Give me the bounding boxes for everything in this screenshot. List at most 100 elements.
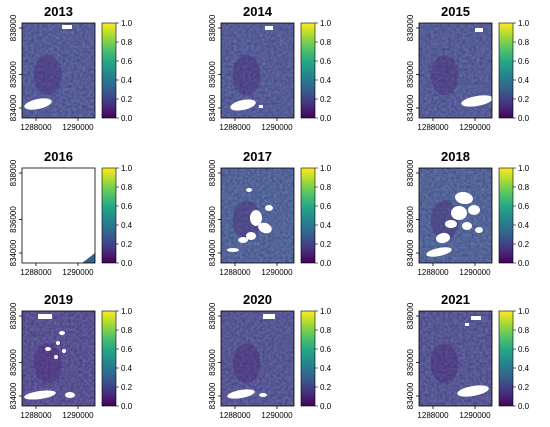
panel-title: 2018 — [441, 149, 470, 164]
panel-title: 2017 — [243, 149, 272, 164]
colorbar-tick-label: 0.6 — [518, 202, 530, 211]
colorbar-tick-label: 0.2 — [320, 383, 332, 392]
colorbar — [101, 167, 117, 264]
y-tick-label: 836000 — [9, 61, 18, 88]
nodata-gap — [65, 392, 75, 398]
map-frame — [220, 310, 295, 407]
y-tick-label: 836000 — [208, 349, 217, 376]
raster-low-patch — [33, 343, 62, 384]
colorbar-tick-label: 0.4 — [121, 76, 133, 85]
panel-title: 2021 — [441, 292, 470, 307]
y-tick-label: 836000 — [406, 349, 415, 376]
colorbar-tick-label: 0.8 — [320, 183, 332, 192]
colorbar — [498, 310, 514, 407]
panel-title: 2014 — [243, 4, 273, 19]
nodata-gap — [436, 232, 450, 244]
nodata-gap — [451, 206, 467, 220]
colorbar — [300, 167, 316, 264]
y-tick-label: 838000 — [208, 302, 217, 329]
nodata-gap — [246, 188, 252, 192]
nodata-gap — [56, 341, 60, 345]
y-tick-label: 836000 — [406, 61, 415, 88]
colorbar-tick-label: 0.0 — [320, 402, 332, 411]
colorbar-tick-label: 0.6 — [518, 57, 530, 66]
nodata-gap — [246, 232, 256, 240]
colorbar-tick-label: 0.8 — [121, 326, 133, 335]
map-panel-2019: 2019 1288000 1290000 834000 836000 838000 0.0 0… — [9, 292, 133, 420]
colorbar-tick-label: 0.2 — [121, 240, 133, 249]
nodata-gap — [38, 314, 52, 319]
map-panel-2017: 2017 1288000 1290000 834000 836000 838000 0.0 0… — [208, 149, 332, 277]
nodata-gap — [259, 393, 267, 397]
x-tick-label: 1288000 — [219, 411, 251, 420]
colorbar — [300, 310, 316, 407]
map-frame — [418, 310, 493, 407]
colorbar-tick-label: 0.2 — [518, 240, 530, 249]
x-tick-label: 1288000 — [20, 123, 52, 132]
colorbar-tick-label: 0.0 — [121, 259, 133, 268]
colorbar-tick-label: 0.2 — [121, 95, 133, 104]
nodata-gap — [59, 331, 65, 335]
colorbar-tick-label: 0.8 — [518, 326, 530, 335]
nodata-gap — [24, 98, 52, 110]
nodata-gap — [227, 248, 239, 252]
map-frame — [418, 22, 493, 119]
y-tick-label: 838000 — [208, 159, 217, 186]
colorbar-tick-label: 0.8 — [518, 183, 530, 192]
raster-sliver — [82, 253, 95, 263]
colorbar — [101, 22, 117, 119]
nodata-gap — [462, 222, 472, 230]
nodata-gap — [465, 323, 469, 326]
colorbar-tick-label: 0.4 — [320, 364, 332, 373]
colorbar-tick-label: 0.2 — [518, 383, 530, 392]
colorbar — [101, 310, 117, 407]
nodata-gap — [258, 222, 272, 234]
y-tick-label: 836000 — [406, 206, 415, 233]
raster-texture — [221, 23, 294, 118]
colorbar-tick-label: 0.8 — [121, 183, 133, 192]
nodata-gap — [461, 95, 493, 107]
colorbar-tick-label: 0.2 — [518, 95, 530, 104]
map-panel-2020: 2020 1288000 1290000 834000 836000 838000 0.0 0… — [208, 292, 332, 420]
raster-low-patch — [430, 55, 459, 96]
y-tick-label: 838000 — [208, 14, 217, 41]
raster-low-patch — [232, 200, 261, 241]
map-panel-2021: 2021 1288000 1290000 834000 836000 838000 0.0 0… — [406, 292, 530, 420]
nodata-gap — [265, 205, 273, 211]
panel-title: 2015 — [441, 4, 470, 19]
map-frame — [21, 167, 96, 264]
nodata-gap — [238, 237, 248, 243]
map-frame — [21, 310, 96, 407]
map-frame — [21, 22, 96, 119]
raster-low-patch — [430, 200, 459, 241]
colorbar-tick-label: 0.2 — [121, 383, 133, 392]
colorbar-tick-label: 0.4 — [320, 76, 332, 85]
x-tick-label: 1290000 — [459, 268, 491, 277]
colorbar-tick-label: 0.6 — [320, 57, 332, 66]
x-tick-label: 1288000 — [417, 411, 449, 420]
nodata-gap — [471, 316, 481, 320]
colorbar-tick-label: 0.6 — [121, 202, 133, 211]
nodata-gap — [475, 227, 483, 233]
colorbar-tick-label: 0.4 — [320, 221, 332, 230]
y-tick-label: 834000 — [9, 94, 18, 121]
colorbar-tick-label: 0.4 — [518, 221, 530, 230]
colorbar — [498, 167, 514, 264]
x-tick-label: 1288000 — [20, 268, 52, 277]
map-panel-2013: 2013 1288000 1290000 834000 836000 838000 0.0 0… — [9, 4, 133, 132]
y-tick-label: 836000 — [208, 206, 217, 233]
colorbar-tick-label: 1.0 — [121, 307, 133, 316]
colorbar-tick-label: 0.8 — [518, 38, 530, 47]
raster-low-patch — [232, 343, 261, 384]
colorbar-tick-label: 1.0 — [518, 19, 530, 28]
panel-title: 2020 — [243, 292, 272, 307]
nodata-gap — [265, 26, 273, 30]
y-tick-label: 838000 — [406, 14, 415, 41]
colorbar-tick-label: 0.8 — [121, 38, 133, 47]
y-tick-label: 834000 — [208, 94, 217, 121]
y-tick-label: 838000 — [406, 302, 415, 329]
nodata-gap — [263, 314, 275, 319]
nodata-gap — [455, 191, 473, 205]
nodata-gap — [426, 247, 452, 257]
colorbar-tick-label: 1.0 — [320, 307, 332, 316]
